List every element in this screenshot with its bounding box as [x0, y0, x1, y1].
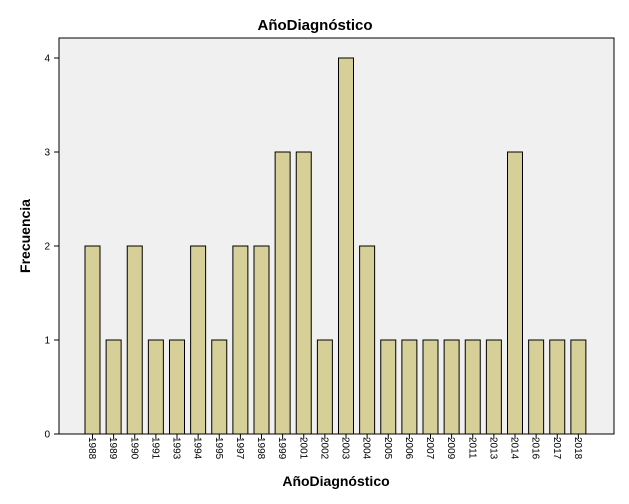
bar-1999 [274, 151, 291, 435]
bar-1998 [253, 245, 270, 435]
x-tick-label: 2001 [297, 437, 308, 460]
bar-2003 [338, 57, 354, 435]
bar-1993 [169, 339, 185, 435]
bar-1994 [190, 245, 207, 435]
x-tick-label: 2007 [424, 437, 435, 460]
bar-2007 [422, 339, 439, 435]
y-tick-label: 2 [44, 242, 50, 253]
x-tick-label: 1997 [234, 437, 245, 460]
x-tick-label: 2004 [361, 437, 372, 460]
x-tick-label: 2006 [403, 437, 414, 460]
x-tick-label: 1990 [128, 437, 139, 460]
x-tick-label: 2014 [509, 437, 520, 460]
x-tick-label: 2003 [340, 437, 351, 460]
bar-2011 [464, 339, 481, 435]
y-tick-label: 3 [44, 148, 50, 159]
x-tick-label: 1998 [255, 437, 266, 460]
x-tick-label: 1989 [107, 437, 118, 460]
bar-2004 [359, 245, 376, 435]
bar-1991 [147, 339, 164, 435]
x-tick-label: 1988 [86, 437, 97, 460]
x-tick-label: 1994 [192, 437, 203, 460]
bar-2016 [528, 339, 545, 435]
y-tick-label: 4 [44, 54, 50, 65]
x-tick-label: 2016 [530, 437, 541, 460]
bar-2013 [485, 339, 502, 435]
y-tick-label: 0 [44, 430, 50, 441]
bar-1989 [105, 339, 122, 435]
x-tick-label: 2009 [445, 437, 456, 460]
x-tick-label: 2017 [551, 437, 562, 460]
x-axis-title: AñoDiagnóstico [282, 473, 389, 489]
bars-group [84, 57, 587, 435]
x-tick-label: 1991 [149, 437, 160, 460]
bar-2001 [295, 151, 312, 435]
bar-2002 [316, 339, 333, 435]
bar-2009 [443, 339, 460, 435]
bar-2005 [380, 339, 397, 435]
x-tick-label: 2011 [466, 437, 477, 459]
bar-1988 [84, 245, 101, 435]
bar-2006 [401, 339, 418, 435]
chart-title: AñoDiagnóstico [258, 17, 373, 34]
bar-2017 [549, 339, 566, 435]
bar-1990 [126, 245, 143, 435]
x-tick-label: 1999 [276, 437, 287, 460]
y-axis-title: Frecuencia [17, 199, 33, 273]
x-tick-label: 1993 [171, 437, 182, 460]
bar-2018 [570, 339, 587, 435]
x-axis: 1988 1989 1990 1991 1993 1994 1995 1997 1998 1999… [86, 434, 583, 460]
bar-1995 [211, 339, 228, 435]
x-tick-label: 2013 [487, 437, 498, 460]
y-tick-label: 1 [44, 336, 50, 347]
x-tick-label: 2018 [572, 437, 583, 460]
x-tick-label: 2005 [382, 437, 393, 460]
x-tick-label: 1995 [213, 437, 224, 460]
x-tick-label: 2002 [318, 437, 329, 460]
y-axis: 0 1 2 3 4 [44, 54, 59, 441]
bar-1997 [232, 245, 249, 435]
bar-2014 [507, 151, 523, 435]
